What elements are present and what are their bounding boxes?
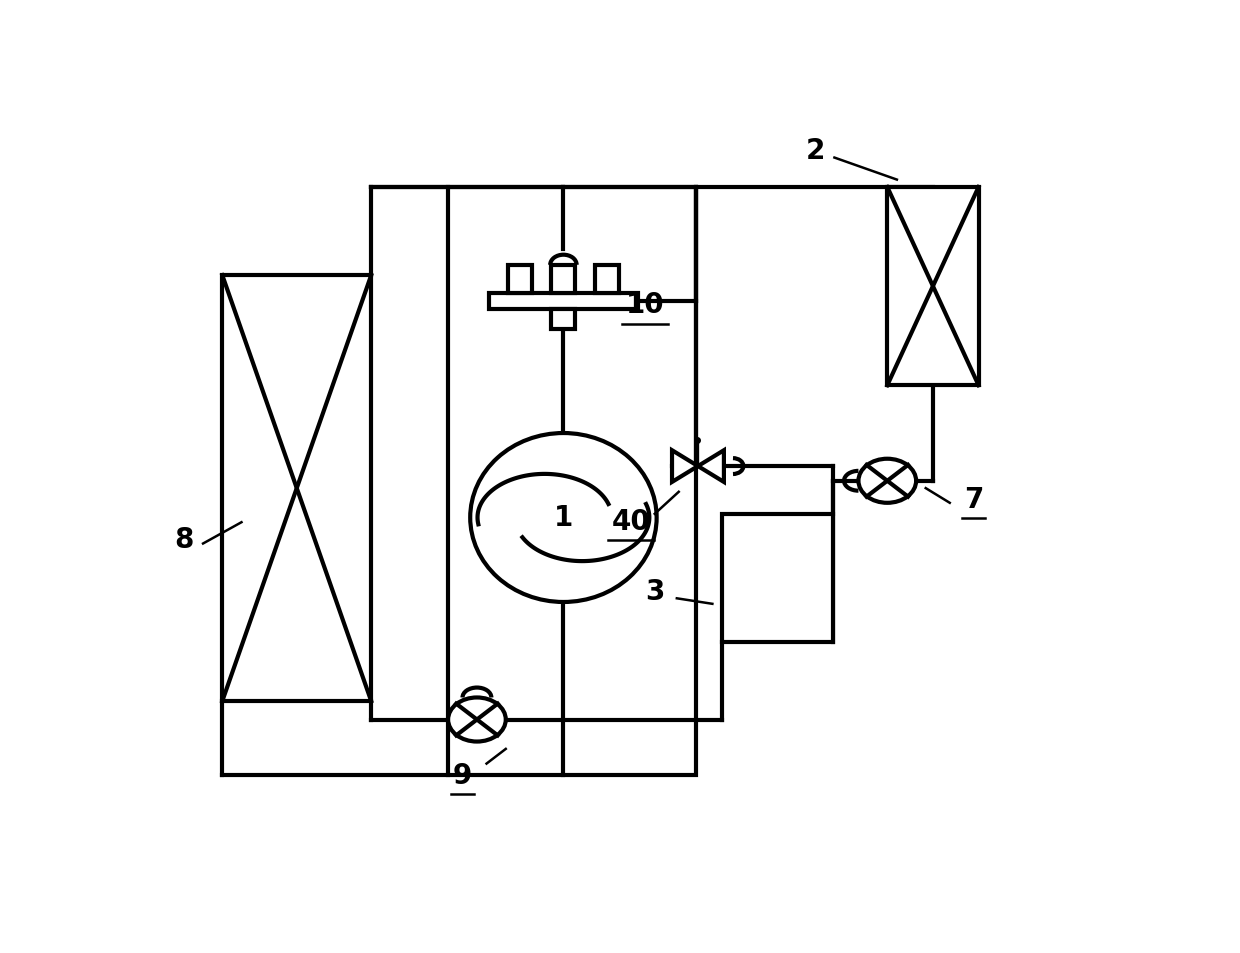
Polygon shape — [672, 451, 698, 482]
Circle shape — [858, 459, 916, 503]
Text: 8: 8 — [174, 526, 193, 554]
Bar — [722, 515, 832, 642]
Bar — [552, 310, 575, 330]
Text: 7: 7 — [963, 486, 983, 514]
Text: 3: 3 — [645, 578, 665, 605]
Bar — [448, 188, 696, 775]
Text: 1: 1 — [554, 504, 573, 532]
Text: 2: 2 — [806, 137, 825, 165]
Ellipse shape — [470, 434, 657, 602]
Bar — [888, 188, 978, 386]
Circle shape — [448, 698, 506, 741]
Polygon shape — [698, 451, 724, 482]
Bar — [489, 294, 637, 310]
Bar — [222, 275, 371, 701]
Text: 40: 40 — [611, 508, 650, 536]
Text: 9: 9 — [453, 760, 472, 789]
Bar — [508, 266, 532, 294]
Text: 10: 10 — [626, 292, 665, 319]
Bar — [552, 266, 575, 294]
Bar — [595, 266, 619, 294]
